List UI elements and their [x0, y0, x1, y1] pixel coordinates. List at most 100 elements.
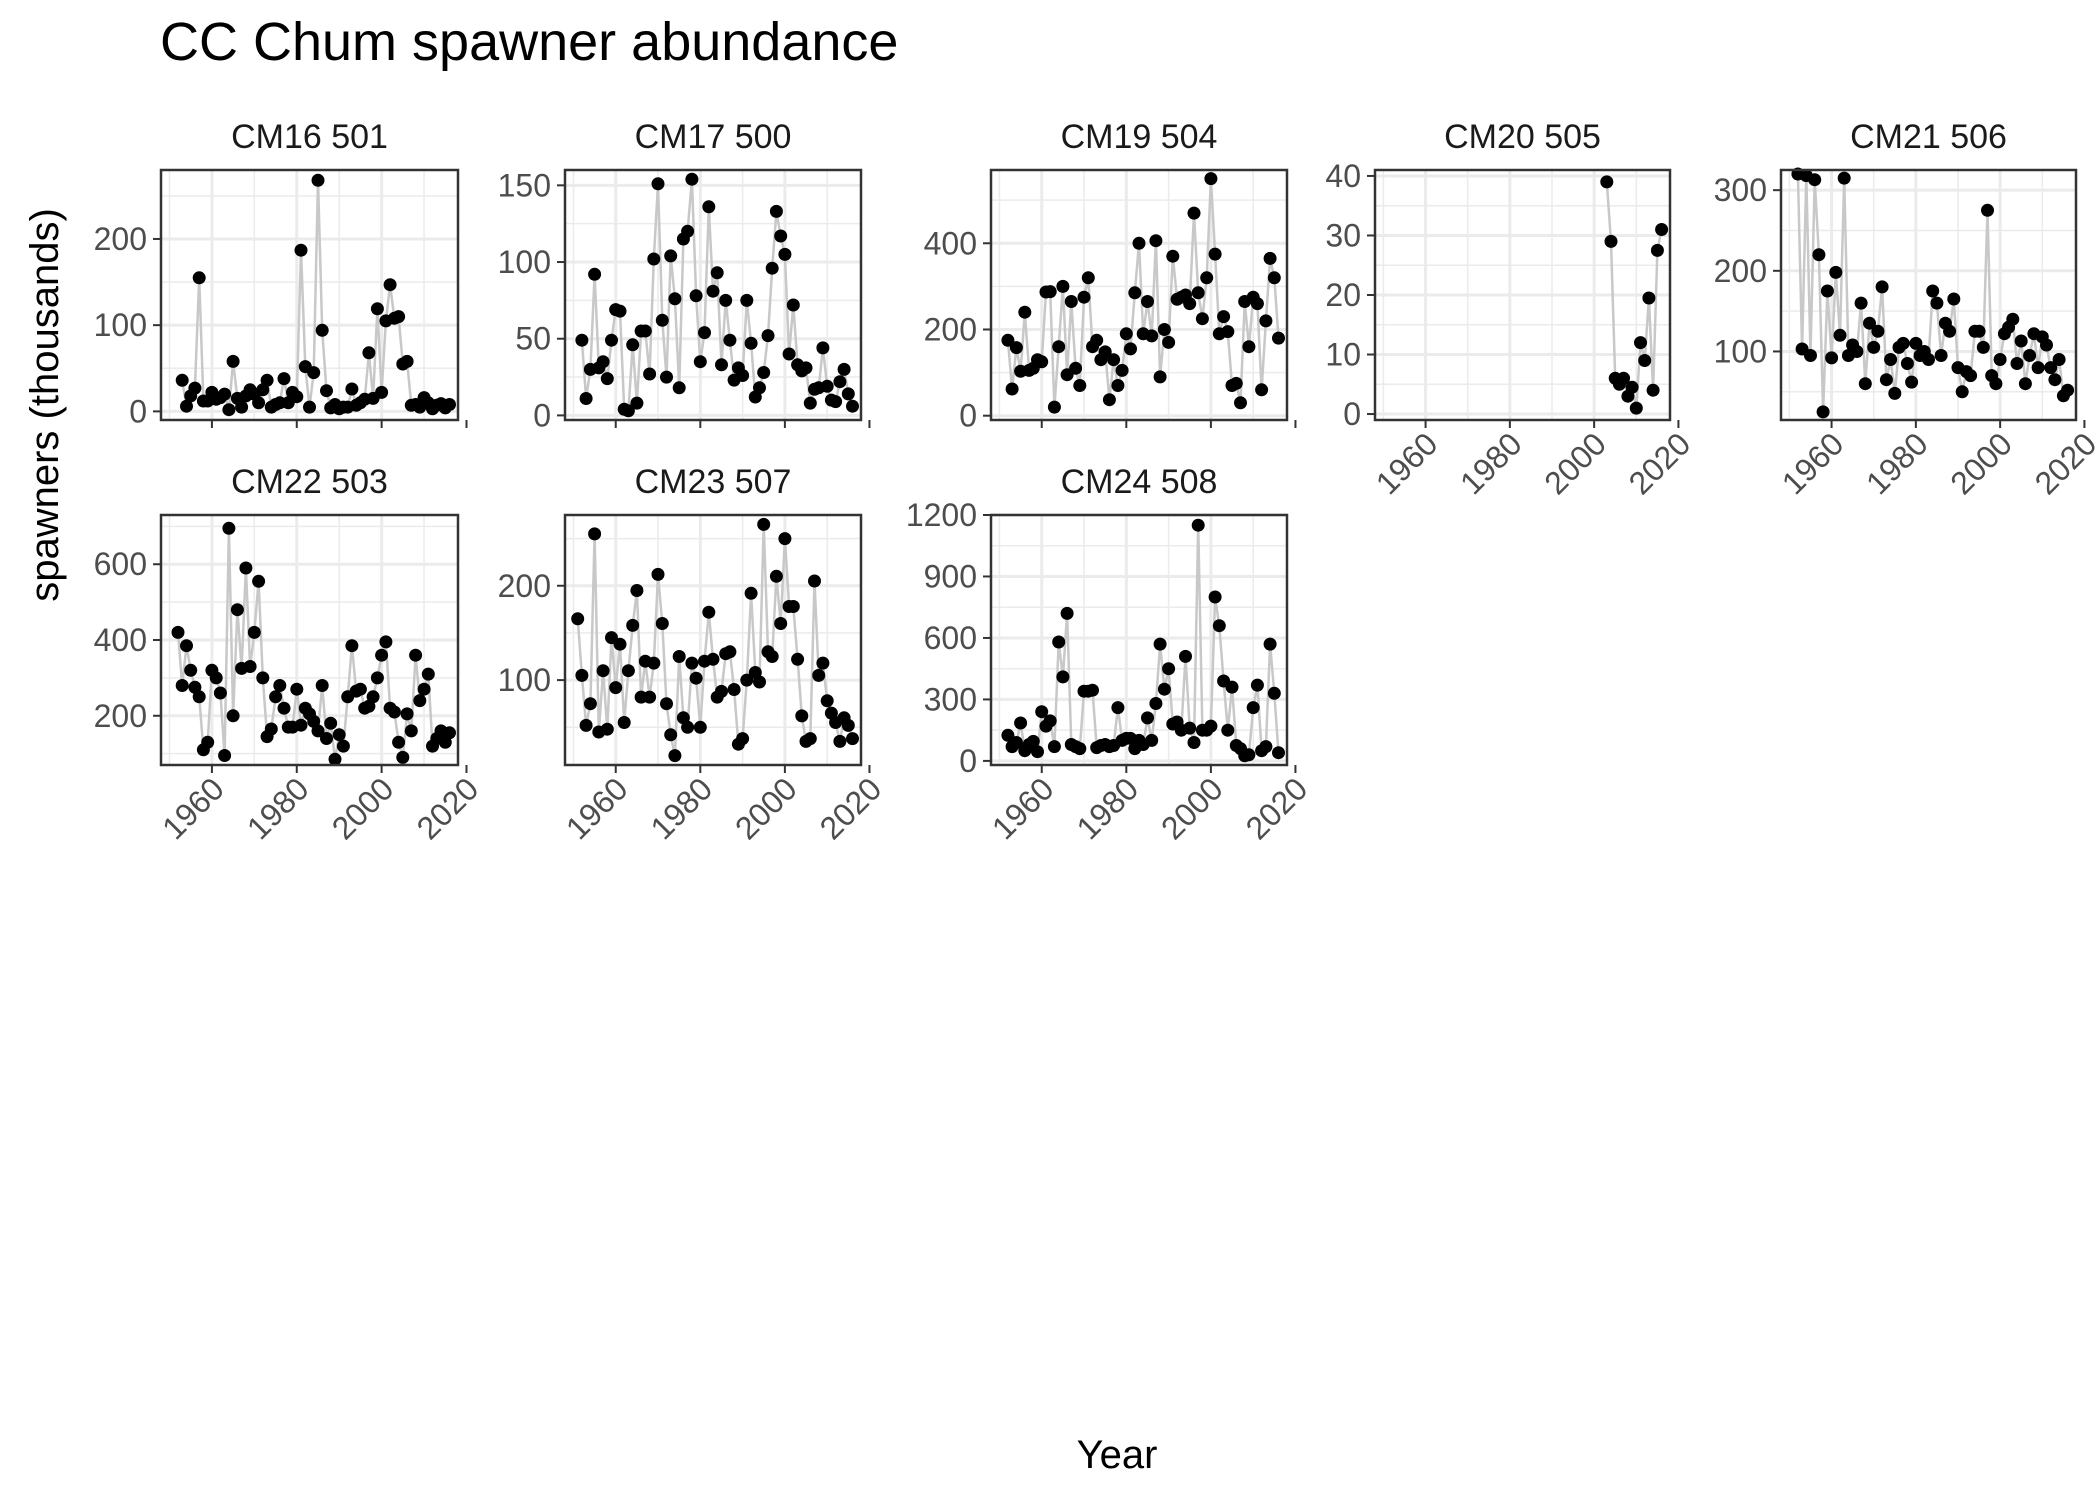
data-point [1047, 740, 1061, 754]
data-point [820, 379, 834, 393]
x-axis-title: Year [1077, 1433, 1158, 1477]
data-point [2040, 338, 2053, 352]
data-point [698, 326, 711, 340]
data-point [2031, 361, 2045, 375]
data-point [1267, 686, 1281, 700]
data-point [1102, 393, 1116, 407]
data-point [171, 625, 185, 639]
data-point [1204, 172, 1218, 186]
data-point [1900, 357, 1914, 370]
y-tick-label: 0 [533, 397, 551, 433]
data-point [1947, 292, 1961, 306]
x-tick-label: 2000 [1154, 770, 1230, 846]
data-point [685, 656, 699, 670]
x-tick-label: 2020 [1622, 425, 1698, 501]
data-point [1047, 400, 1061, 414]
data-point [655, 313, 669, 327]
data-point [596, 355, 610, 369]
data-point [1191, 518, 1205, 532]
data-point [1808, 173, 1822, 187]
data-point [1162, 335, 1176, 349]
data-point [1250, 678, 1264, 692]
x-tick-label: 1960 [155, 770, 231, 846]
panel-border [563, 513, 863, 767]
data-point [311, 724, 325, 738]
data-point [1052, 340, 1066, 354]
data-point [175, 679, 189, 692]
data-point [660, 370, 673, 384]
data-point [2048, 373, 2062, 387]
facet-panel: CM17 500 0 50 100 150 [498, 118, 871, 433]
y-tick-label: 1200 [906, 497, 977, 533]
data-point [689, 671, 703, 685]
data-point [1272, 746, 1285, 760]
data-point [1229, 376, 1243, 390]
data-point [778, 247, 792, 261]
data-point [837, 362, 851, 376]
y-tick-label: 0 [959, 743, 977, 779]
facet-title: CM23 507 [635, 463, 792, 501]
data-point [1934, 349, 1948, 362]
data-point [774, 229, 788, 243]
data-point [647, 656, 661, 670]
data-point [362, 346, 376, 360]
data-point [1200, 271, 1214, 285]
data-point [315, 679, 329, 692]
data-point [833, 734, 847, 748]
x-tick-label: 1980 [1859, 425, 1935, 501]
data-point [638, 324, 652, 338]
data-point [588, 527, 602, 541]
data-point [769, 204, 783, 218]
data-point [1204, 719, 1218, 733]
data-point [1141, 295, 1154, 308]
data-point [1018, 305, 1032, 319]
data-point [2044, 361, 2058, 375]
y-tick-label: 0 [129, 393, 147, 429]
data-point [226, 354, 240, 368]
data-point [617, 716, 631, 729]
data-point [336, 739, 350, 753]
data-point [1145, 329, 1159, 343]
data-point [621, 664, 635, 678]
data-point [375, 385, 389, 399]
data-point [689, 289, 703, 303]
data-point [1098, 345, 1112, 359]
data-point [613, 637, 627, 651]
data-point [260, 373, 274, 387]
data-point [846, 399, 859, 413]
data-point [311, 173, 325, 187]
data-point [693, 720, 707, 734]
y-tick-label: 40 [1325, 158, 1361, 194]
panel-border [159, 168, 460, 422]
data-point [1989, 377, 2003, 391]
data-point [201, 735, 215, 749]
data-point [307, 366, 321, 380]
data-point [740, 673, 754, 687]
data-point [1187, 736, 1201, 749]
data-point [273, 679, 287, 692]
data-point [1930, 296, 1944, 310]
data-point [1107, 353, 1121, 367]
y-tick-label: 150 [498, 167, 551, 203]
data-point [1875, 280, 1889, 294]
data-point [1955, 385, 1969, 399]
data-point [820, 694, 834, 708]
data-point [1634, 336, 1647, 350]
data-point [1600, 175, 1614, 189]
data-point [213, 686, 227, 700]
facet-panel: CM24 508 1960 1980 2000 2020 0 300 600 900 1200 [906, 463, 1315, 846]
facet-title: CM21 506 [1850, 118, 2007, 156]
data-point [1804, 349, 1817, 362]
data-point [579, 392, 593, 405]
data-point [600, 372, 614, 386]
data-point [1115, 363, 1129, 377]
data-point [243, 660, 257, 673]
data-point [744, 336, 758, 350]
data-point [1060, 606, 1074, 620]
data-point [332, 728, 346, 742]
data-point [2061, 383, 2075, 397]
y-tick-label: 0 [959, 398, 977, 434]
data-point [575, 668, 589, 682]
data-point [1981, 203, 1994, 217]
